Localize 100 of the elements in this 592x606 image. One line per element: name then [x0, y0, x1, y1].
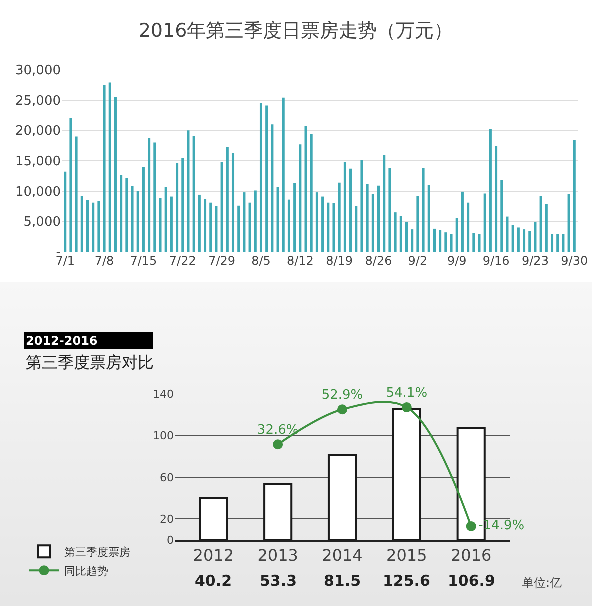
bar: [131, 186, 134, 252]
x-tick-label: 8/12: [286, 254, 314, 268]
bar: [114, 97, 117, 252]
bar: [378, 186, 380, 252]
bar: [327, 202, 330, 252]
bar: [512, 225, 514, 252]
bar: [271, 124, 274, 252]
bar: [456, 218, 458, 252]
bar: [350, 168, 352, 252]
bar: [372, 194, 374, 252]
bar: [210, 202, 212, 252]
bar: [394, 212, 397, 252]
bar: [534, 222, 537, 252]
data-label: 54.1%: [386, 386, 428, 402]
bar: [266, 106, 268, 252]
bar: [568, 194, 570, 252]
x-tick-label: 7/22: [169, 254, 196, 268]
bar: [556, 234, 560, 252]
bar: [80, 196, 84, 252]
bar: [215, 206, 218, 252]
x-tick-label: 9/16: [482, 254, 510, 268]
bar: [103, 85, 106, 252]
y-tick-label: 30,000: [16, 64, 61, 79]
y-tick-label: 100: [153, 430, 174, 443]
bar: [523, 230, 526, 252]
bar: [294, 183, 296, 252]
bar: [517, 228, 520, 252]
bar: [545, 204, 548, 252]
bar: [338, 182, 341, 252]
bar: [344, 162, 346, 252]
y-tick-label: 25,000: [16, 94, 61, 109]
bar: [467, 202, 470, 252]
bar: [299, 144, 302, 252]
bar: [416, 196, 420, 252]
y-tick-label: 60: [160, 471, 174, 484]
bar: [260, 103, 262, 252]
x-tick-label: 7/29: [208, 254, 236, 268]
x-tick-label: 2012: [193, 546, 234, 566]
bar: [288, 200, 290, 252]
legend-label: 同比趋势: [64, 564, 108, 578]
bar: [254, 190, 257, 252]
bar: [86, 200, 89, 252]
data-label: 32.6%: [257, 423, 299, 438]
x-tick-label: 8/26: [365, 254, 392, 268]
bar: [198, 194, 201, 252]
bar: [551, 234, 554, 252]
bar: [422, 168, 425, 252]
y-tick-label: 20: [160, 512, 174, 526]
bar: [322, 196, 324, 252]
bar: [405, 222, 408, 252]
bar: [428, 185, 430, 252]
bar: [461, 192, 464, 252]
bar: [332, 203, 336, 252]
bar: [220, 162, 224, 252]
bar: [176, 163, 179, 252]
bar: [316, 192, 318, 252]
bar: [388, 168, 392, 252]
legend-label: 第三季度票房: [64, 546, 130, 559]
x-tick-label: 8/5: [252, 254, 271, 268]
x-tick-label: 9/9: [447, 254, 467, 268]
bar: [204, 199, 207, 252]
y-tick-label: 20,000: [16, 124, 61, 140]
bar: [243, 192, 246, 252]
bar: [489, 129, 492, 252]
bar: [98, 201, 100, 252]
text: 单位:亿: [522, 576, 562, 590]
bar: [400, 216, 402, 252]
x-tick-label: 9/30: [561, 254, 588, 268]
bar: [136, 191, 140, 252]
bar: [108, 82, 112, 252]
bar: [506, 216, 509, 252]
y-tick-label: 15,000: [16, 154, 61, 170]
y-tick-label: 140: [153, 388, 174, 401]
bar: [248, 202, 252, 252]
x-tick-label: 8/19: [326, 254, 354, 268]
bar: [528, 231, 532, 252]
point: [402, 402, 412, 413]
bar: [383, 156, 386, 252]
bar: [360, 160, 364, 252]
bar: [187, 130, 190, 252]
data-label: 52.9%: [322, 388, 364, 404]
x-tick-label: 9/2: [408, 254, 428, 268]
text: 2012-2016: [26, 334, 98, 348]
bar: [439, 230, 442, 252]
bar: [573, 140, 576, 252]
data-label: 40.2: [195, 572, 232, 590]
x-tick-label: 2014: [322, 546, 363, 566]
y-tick-label: 0: [167, 534, 174, 547]
bar: [148, 138, 151, 252]
bar: [164, 187, 168, 252]
point: [273, 440, 284, 450]
bar: [92, 202, 95, 252]
bar: [192, 136, 196, 252]
bar: [472, 233, 476, 252]
chart-subtitle: 第三季度票房对比: [26, 353, 154, 372]
bar: [444, 232, 448, 252]
bar: [75, 136, 78, 252]
bar: [70, 118, 72, 252]
bar: [562, 234, 565, 252]
point: [338, 404, 348, 415]
